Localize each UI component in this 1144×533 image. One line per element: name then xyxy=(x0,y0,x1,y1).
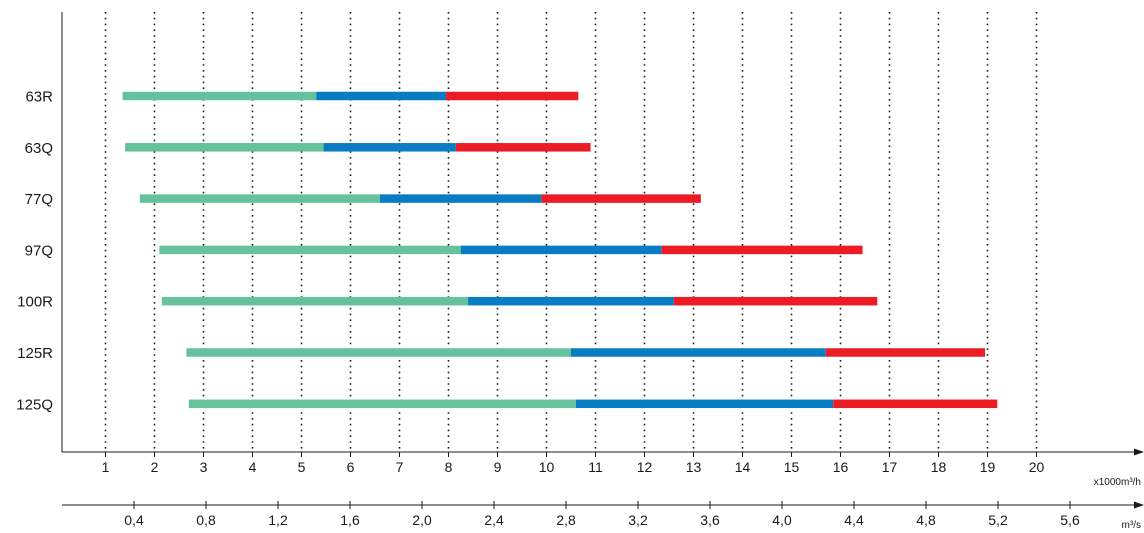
category-label: 125Q xyxy=(16,396,53,413)
bar-segment xyxy=(159,245,461,255)
x-tick-label: 19 xyxy=(980,459,996,475)
category-label: 63R xyxy=(25,89,53,106)
secondary-tick-label: 5,2 xyxy=(988,512,1008,528)
secondary-tick-label: 0,4 xyxy=(124,512,144,528)
secondary-tick-label: 4,0 xyxy=(772,512,792,528)
category-label: 97Q xyxy=(25,242,53,259)
secondary-tick-label: 4,8 xyxy=(916,512,936,528)
x-tick-label: 2 xyxy=(151,459,159,475)
secondary-tick-label: 2,4 xyxy=(484,512,504,528)
secondary-tick-label: 5,6 xyxy=(1060,512,1080,528)
category-label: 100R xyxy=(17,294,53,311)
x-tick-label: 10 xyxy=(539,459,555,475)
secondary-tick-label: 1,6 xyxy=(340,512,360,528)
category-label: 125R xyxy=(17,345,53,362)
bar-segment xyxy=(379,194,542,203)
x-tick-label: 11 xyxy=(588,459,603,475)
bar-segment xyxy=(833,399,998,409)
x-tick-label: 5 xyxy=(298,459,306,475)
x-tick-label: 18 xyxy=(931,459,947,475)
bar-segment xyxy=(122,91,317,101)
x-tick-label: 15 xyxy=(784,459,800,475)
x-tick-label: 17 xyxy=(882,459,898,475)
bar-segment xyxy=(323,143,456,152)
secondary-axis-unit-label: m³/s xyxy=(1122,520,1141,531)
secondary-tick-label: 0,8 xyxy=(196,512,216,528)
bar-segment xyxy=(673,296,878,306)
axes xyxy=(61,12,1144,509)
bar-segment xyxy=(446,91,579,101)
grid-lines xyxy=(104,12,1038,452)
secondary-tick-label: 3,6 xyxy=(700,512,720,528)
secondary-tick-label: 2,8 xyxy=(556,512,576,528)
x-tick-label: 6 xyxy=(347,459,355,475)
bar-segment xyxy=(188,399,576,409)
category-label: 63Q xyxy=(25,140,53,157)
bar-segment xyxy=(541,194,701,203)
category-label: 77Q xyxy=(25,191,53,208)
bar-segment xyxy=(460,245,662,255)
x-tick-label: 4 xyxy=(249,459,257,475)
category-labels: 63R 63Q 77Q 97Q 100R 125R 125Q xyxy=(16,89,53,414)
x-tick-label: 8 xyxy=(445,459,453,475)
secondary-tick-label: 2,0 xyxy=(412,512,432,528)
secondary-axis-ticks: 0,4 0,8 1,2 1,6 2,0 2,4 2,8 3,2 3,6 4,0 4,4 4,8 5,2 5… xyxy=(124,501,1080,528)
x-tick-label: 7 xyxy=(396,459,404,475)
bar-segment xyxy=(186,348,571,357)
bars xyxy=(122,91,998,409)
x-tick-label: 20 xyxy=(1029,459,1045,475)
bar-segment xyxy=(661,245,863,255)
x-tick-label: 16 xyxy=(833,459,849,475)
bar-segment xyxy=(125,143,324,152)
bar-segment xyxy=(825,348,986,357)
x-tick-label: 14 xyxy=(735,459,751,475)
secondary-axis-arrowhead xyxy=(1134,501,1144,509)
x-axis-unit-label: x1000m³/h xyxy=(1094,477,1141,488)
bar-segment xyxy=(161,296,469,306)
secondary-tick-label: 4,4 xyxy=(844,512,864,528)
x-tick-label: 13 xyxy=(686,459,702,475)
x-axis-ticks: 1 2 3 4 5 6 7 8 9 10 11 12 13 14 15 16 17 18 19 20 xyxy=(102,452,1045,475)
x-tick-label: 3 xyxy=(200,459,208,475)
bar-segment xyxy=(316,91,447,101)
x-tick-label: 9 xyxy=(494,459,502,475)
bar-segment xyxy=(455,143,591,152)
x-axis-arrowhead xyxy=(1134,448,1144,456)
bar-segment xyxy=(468,296,674,306)
bar-segment xyxy=(139,194,380,203)
x-tick-label: 1 xyxy=(102,459,110,475)
secondary-tick-label: 1,2 xyxy=(268,512,288,528)
x-tick-label: 12 xyxy=(637,459,653,475)
secondary-tick-label: 3,2 xyxy=(628,512,648,528)
bar-segment xyxy=(575,399,834,409)
bar-segment xyxy=(571,348,826,357)
